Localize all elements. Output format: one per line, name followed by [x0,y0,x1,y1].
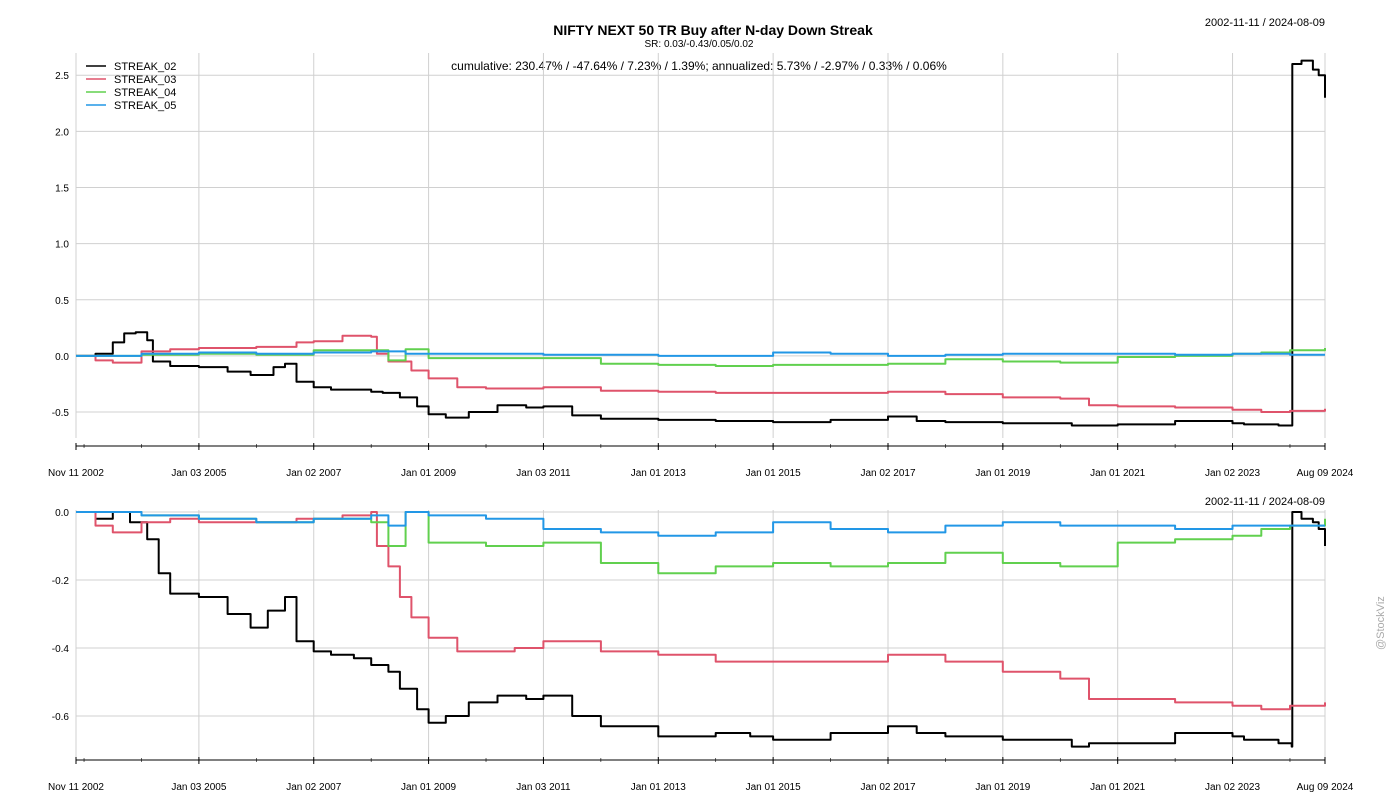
top-x-tick-label: Jan 01 2013 [631,468,686,479]
top-y-tick-label: 1.0 [55,240,69,251]
top-x-tick-label: Jan 03 2005 [171,468,226,479]
top-series-line-streak-05 [76,350,1325,357]
top-x-tick-label: Aug 09 2024 [1297,468,1354,479]
bottom-x-tick-label: Jan 01 2019 [975,782,1030,793]
bottom-x-tick-label: Jan 02 2017 [860,782,915,793]
top-x-tick-label: Jan 01 2015 [746,468,801,479]
drawdown-panel: Nov 11 2002 Jan 03 2005 Jan 02 2007 Jan 01 … [48,508,1354,793]
date-range-top: 2002-11-11 / 2024-08-09 [1205,17,1325,29]
legend-label: STREAK_05 [114,100,176,112]
bottom-series-line-streak-05 [76,511,1325,537]
watermark: @StockViz [1375,596,1387,650]
top-series-line-streak-03 [76,334,1326,413]
top-y-tick-label: 2.0 [55,127,69,138]
top-y-tick-label: 2.5 [55,71,69,82]
top-series-line-streak-02 [76,59,1326,427]
chart-subtitle: SR: 0.03/-0.43/0.05/0.02 [645,39,754,50]
top-y-tick-label: -0.5 [52,408,70,419]
bottom-x-tick-label: Jan 02 2007 [286,782,341,793]
bottom-y-tick-label: -0.6 [52,712,70,723]
bottom-y-tick-label: -0.4 [52,644,70,655]
top-y-tick-label: 0.0 [55,352,69,363]
top-y-tick-label: 1.5 [55,183,69,194]
top-x-tick-label: Jan 02 2023 [1205,468,1260,479]
date-range-bottom: 2002-11-11 / 2024-08-09 [1205,496,1325,508]
top-y-tick-label: 0.5 [55,296,69,307]
bottom-y-tick-label: -0.2 [52,576,70,587]
top-x-tick-label: Jan 01 2019 [975,468,1030,479]
legend-label: STREAK_04 [114,87,176,99]
bottom-y-tick-label: 0.0 [55,508,69,519]
top-x-tick-label: Nov 11 2002 [48,468,104,479]
bottom-x-tick-label: Jan 01 2015 [746,782,801,793]
bottom-series-line-streak-04 [76,511,1326,575]
bottom-x-tick-label: Jan 03 2005 [171,782,226,793]
bottom-x-tick-label: Nov 11 2002 [48,782,104,793]
top-x-tick-label: Jan 01 2021 [1090,468,1145,479]
top-x-tick-label: Jan 01 2009 [401,468,456,479]
top-x-tick-label: Jan 03 2011 [516,468,571,479]
bottom-x-tick-label: Jan 01 2013 [631,782,686,793]
bottom-x-tick-label: Aug 09 2024 [1297,782,1354,793]
legend-label: STREAK_03 [114,74,176,86]
bottom-x-tick-label: Jan 02 2023 [1205,782,1260,793]
chart-title: NIFTY NEXT 50 TR Buy after N-day Down St… [553,22,873,38]
bottom-series-line-streak-03 [76,511,1326,711]
bottom-series-line-streak-02 [76,511,1326,748]
cumulative-returns-panel: Nov 11 2002 Jan 03 2005 Jan 02 2007 Jan 01 … [48,53,1354,479]
bottom-x-tick-label: Jan 03 2011 [516,782,571,793]
bottom-x-tick-label: Jan 01 2009 [401,782,456,793]
top-x-tick-label: Jan 02 2017 [860,468,915,479]
top-series-line-streak-04 [76,348,1326,367]
top-x-tick-label: Jan 02 2007 [286,468,341,479]
bottom-x-tick-label: Jan 01 2021 [1090,782,1145,793]
cumulative-annotation: cumulative: 230.47% / -47.64% / 7.23% / … [451,59,947,73]
legend-label: STREAK_02 [114,61,176,73]
